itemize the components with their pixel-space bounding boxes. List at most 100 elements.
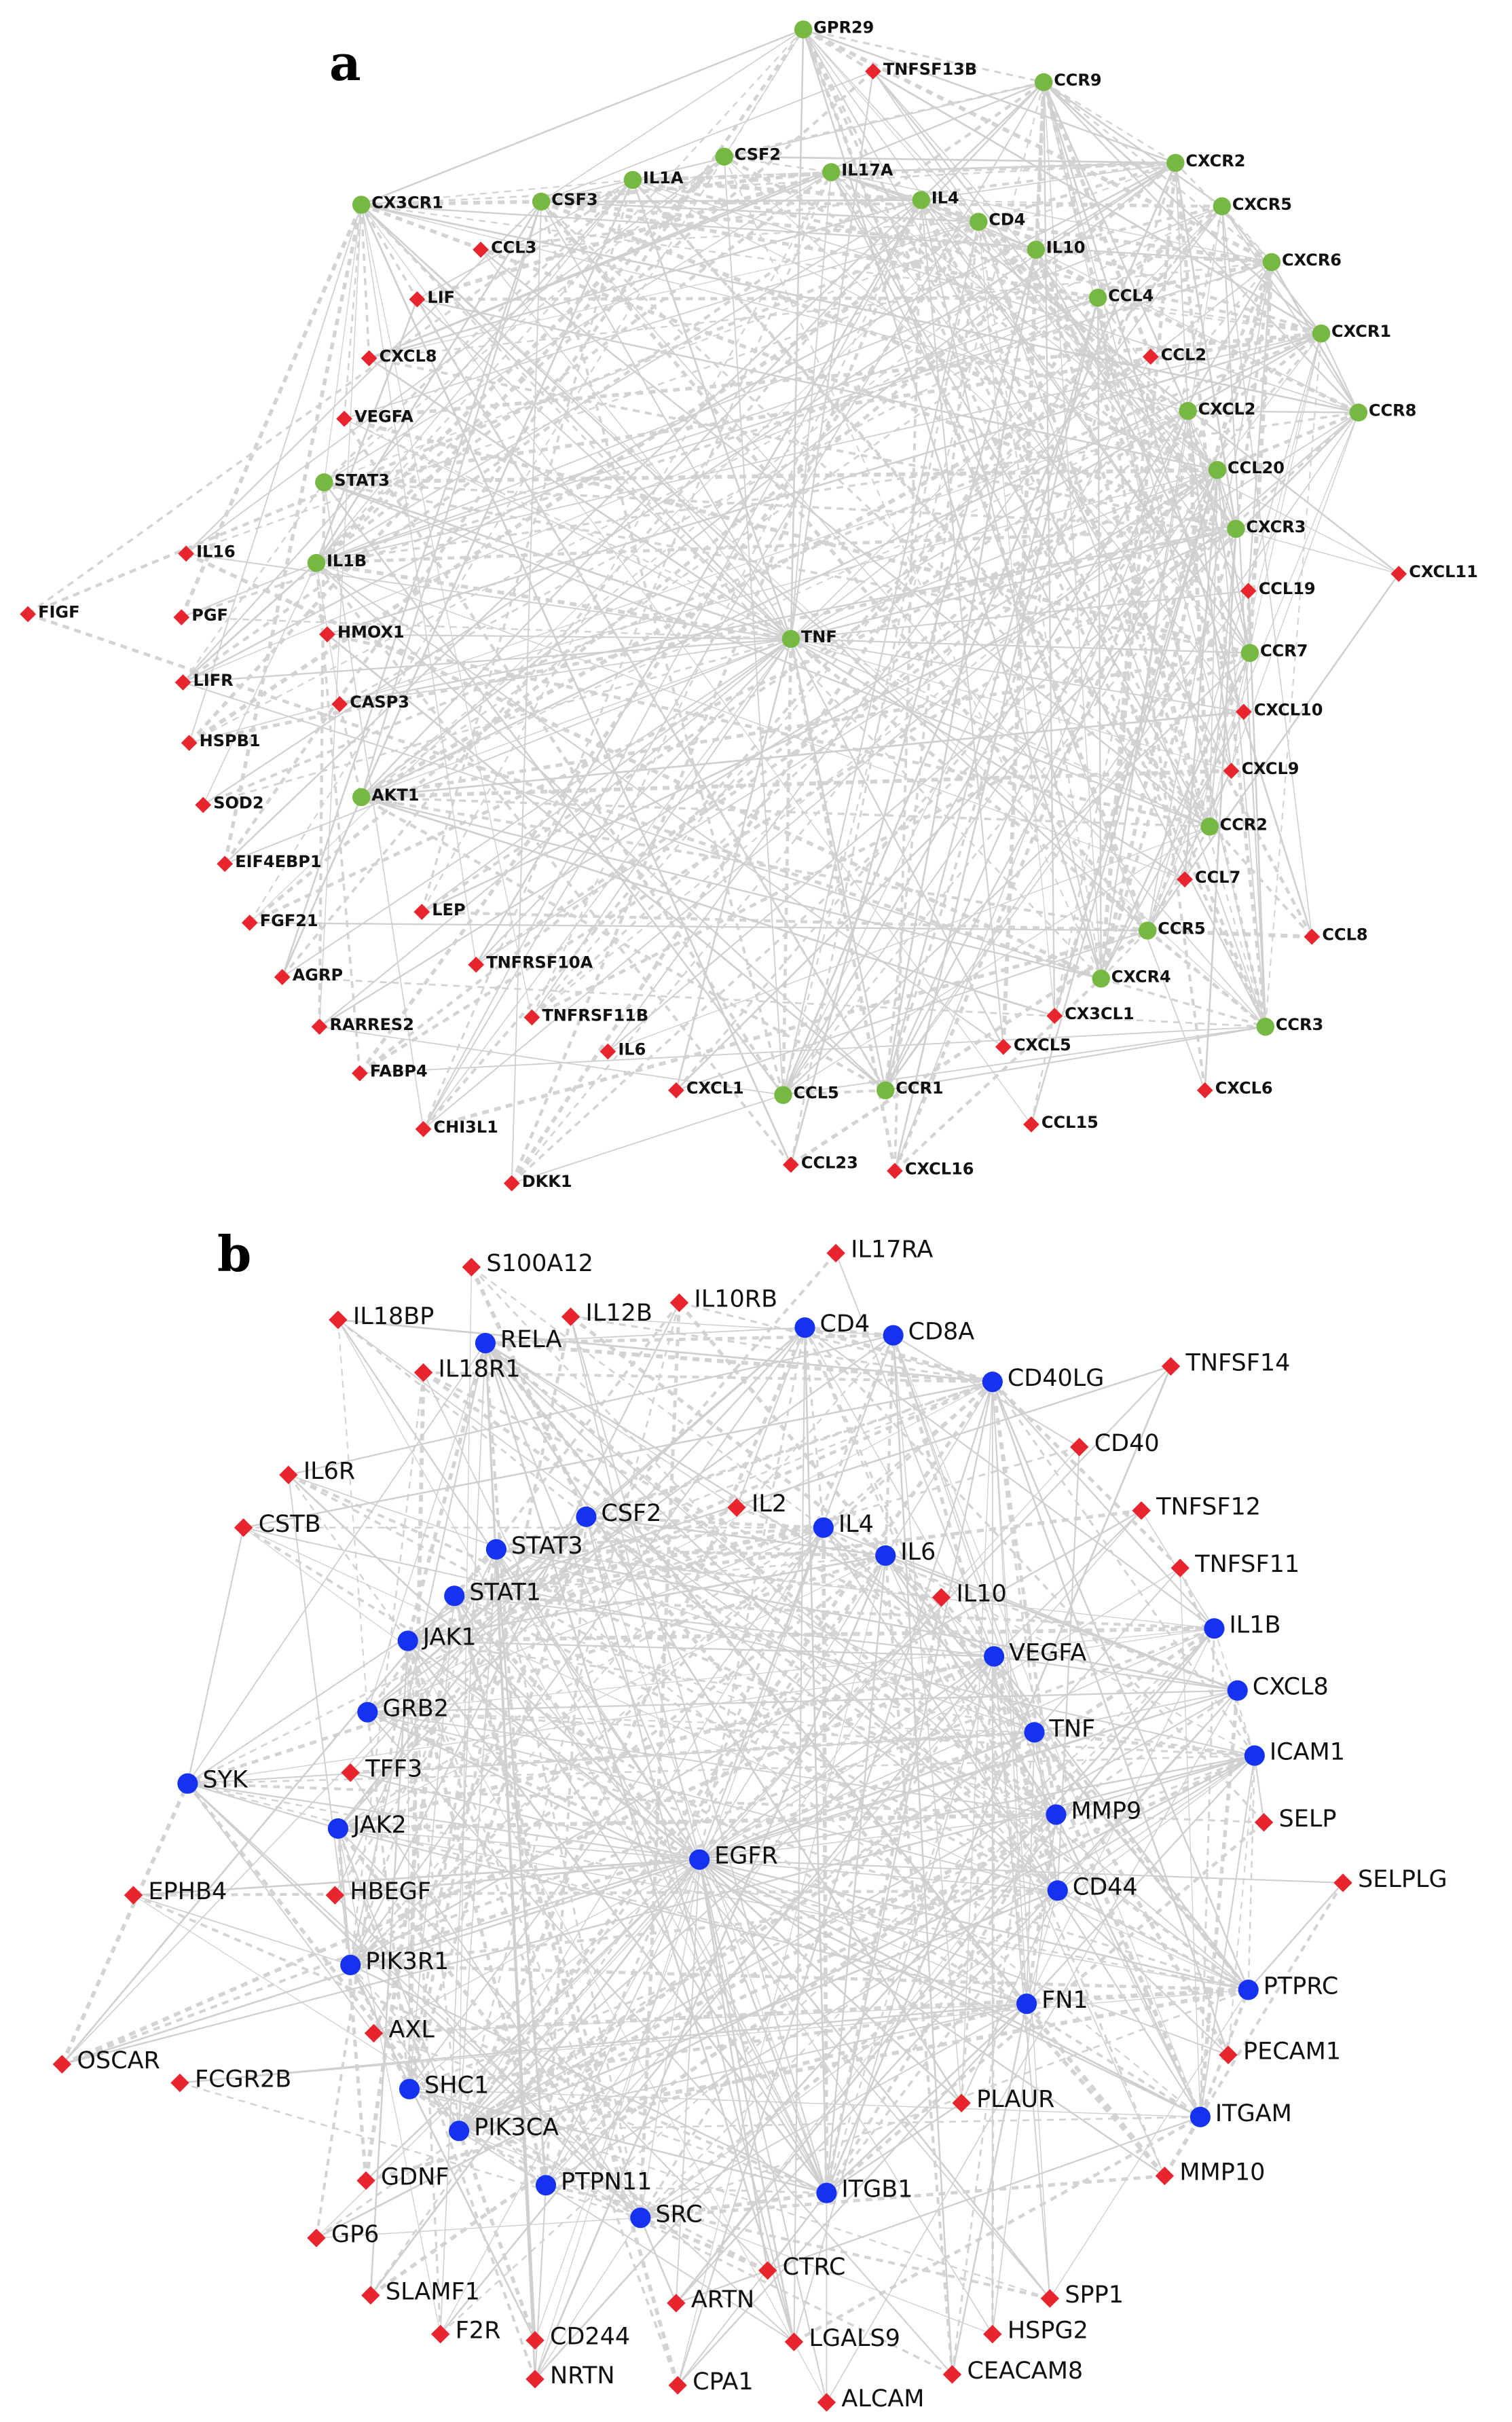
node-label: CCL7 bbox=[1195, 868, 1240, 887]
edge bbox=[782, 528, 1237, 1096]
node-marker bbox=[1092, 970, 1110, 988]
edge bbox=[723, 156, 784, 1095]
edge bbox=[480, 161, 1176, 251]
edge bbox=[132, 1894, 828, 2195]
edge bbox=[475, 199, 922, 966]
edge bbox=[1041, 81, 1153, 358]
node-tnfsf12: TNFSF12 bbox=[1132, 1494, 1261, 1521]
node-marker bbox=[715, 147, 733, 166]
edge bbox=[368, 357, 792, 640]
edge bbox=[826, 2102, 962, 2194]
edge bbox=[639, 1655, 995, 2219]
edge bbox=[1264, 333, 1323, 1027]
edge bbox=[1043, 81, 1232, 771]
node-marker bbox=[329, 1310, 348, 1329]
edge bbox=[188, 220, 980, 745]
node-label: STAT3 bbox=[511, 1533, 583, 1560]
edge bbox=[679, 1302, 993, 1383]
edge bbox=[830, 171, 1211, 828]
node-label: CCL5 bbox=[793, 1084, 838, 1103]
node-label: CD44 bbox=[1073, 1873, 1138, 1901]
node-ccl15: CCL15 bbox=[1023, 1113, 1099, 1133]
node-cd244: CD244 bbox=[525, 2324, 630, 2351]
node-label: SHC1 bbox=[424, 2072, 489, 2099]
edge bbox=[884, 1335, 895, 1556]
edge bbox=[420, 179, 634, 913]
node-marker bbox=[174, 674, 191, 691]
edge bbox=[187, 1782, 339, 1830]
edge bbox=[316, 179, 633, 564]
node-label: IL10 bbox=[1046, 238, 1086, 257]
node-gdnf: GDNF bbox=[356, 2163, 449, 2190]
node-label: CSF2 bbox=[601, 1500, 661, 1527]
edge bbox=[361, 796, 887, 1092]
node-label: TNF bbox=[801, 627, 837, 646]
edge bbox=[541, 200, 1222, 208]
node-label: LIFR bbox=[193, 671, 234, 690]
edge bbox=[350, 1964, 460, 2131]
node-marker bbox=[217, 856, 234, 873]
edge bbox=[287, 1474, 409, 1642]
edge bbox=[977, 220, 1238, 530]
node-fcgr2b: FCGR2B bbox=[170, 2066, 291, 2093]
edge bbox=[1321, 333, 1359, 413]
edge bbox=[469, 1266, 589, 1518]
edge bbox=[406, 1342, 487, 1642]
node-label: SOD2 bbox=[213, 793, 263, 812]
edge bbox=[407, 1640, 700, 1860]
edge bbox=[698, 1327, 806, 1860]
edge bbox=[336, 1827, 642, 2219]
edge bbox=[323, 481, 784, 1096]
node-il17ra: IL17RA bbox=[826, 1236, 933, 1264]
node-marker bbox=[1027, 240, 1046, 259]
edge bbox=[1187, 333, 1322, 412]
node-marker bbox=[444, 1585, 465, 1607]
node-il10: IL10 bbox=[932, 1581, 1007, 1608]
node-marker bbox=[758, 2261, 777, 2280]
node-cxcr1: CXCR1 bbox=[1312, 322, 1391, 343]
edge bbox=[822, 1526, 1058, 1816]
node-il1a: IL1A bbox=[623, 168, 684, 189]
node-label: FIGF bbox=[38, 603, 79, 622]
panel-a-nodes: GPR29 TNFSF13B CCR9 CSF2 IL17A IL1A IL4 CD4 CXCR… bbox=[20, 18, 1478, 1192]
node-label: ITGAM bbox=[1215, 2100, 1292, 2127]
edge bbox=[570, 1316, 893, 1336]
edge bbox=[822, 1380, 993, 1529]
edge bbox=[540, 201, 785, 1096]
node-label: TNFSF11 bbox=[1194, 1551, 1299, 1578]
edge bbox=[454, 1595, 1051, 2299]
edge bbox=[978, 221, 1055, 1016]
node-marker bbox=[794, 20, 813, 39]
node-label: AKT1 bbox=[371, 786, 419, 805]
edge bbox=[632, 179, 1399, 574]
node-cpa1: CPA1 bbox=[668, 2368, 754, 2396]
edge bbox=[540, 29, 804, 202]
edge bbox=[1034, 249, 1246, 713]
node-marker bbox=[1238, 1979, 1259, 2000]
edge bbox=[361, 179, 633, 206]
edge bbox=[452, 1595, 680, 2386]
node-marker bbox=[173, 609, 190, 625]
node-label: CXCL11 bbox=[1409, 562, 1478, 581]
edge bbox=[790, 638, 1210, 828]
edge bbox=[454, 1554, 886, 1597]
node-spp1: SPP1 bbox=[1040, 2281, 1124, 2309]
node-label: STAT1 bbox=[469, 1579, 541, 1606]
edge bbox=[323, 155, 725, 483]
edge bbox=[408, 2088, 547, 2186]
node-ccl7: CCL7 bbox=[1177, 868, 1240, 887]
node-hbegf: HBEGF bbox=[325, 1878, 431, 1905]
edge bbox=[337, 1828, 460, 2131]
edge bbox=[248, 161, 1177, 924]
node-label: IL1B bbox=[1229, 1611, 1280, 1638]
edge bbox=[991, 1381, 1215, 1630]
node-marker bbox=[241, 915, 258, 931]
edge bbox=[993, 1656, 1028, 2004]
edge bbox=[183, 638, 791, 684]
node-label: CD4 bbox=[819, 1310, 870, 1338]
node-label: SELP bbox=[1279, 1805, 1337, 1833]
edge bbox=[316, 1859, 700, 2239]
node-label: CSTB bbox=[259, 1511, 321, 1538]
edge bbox=[893, 977, 1103, 1173]
